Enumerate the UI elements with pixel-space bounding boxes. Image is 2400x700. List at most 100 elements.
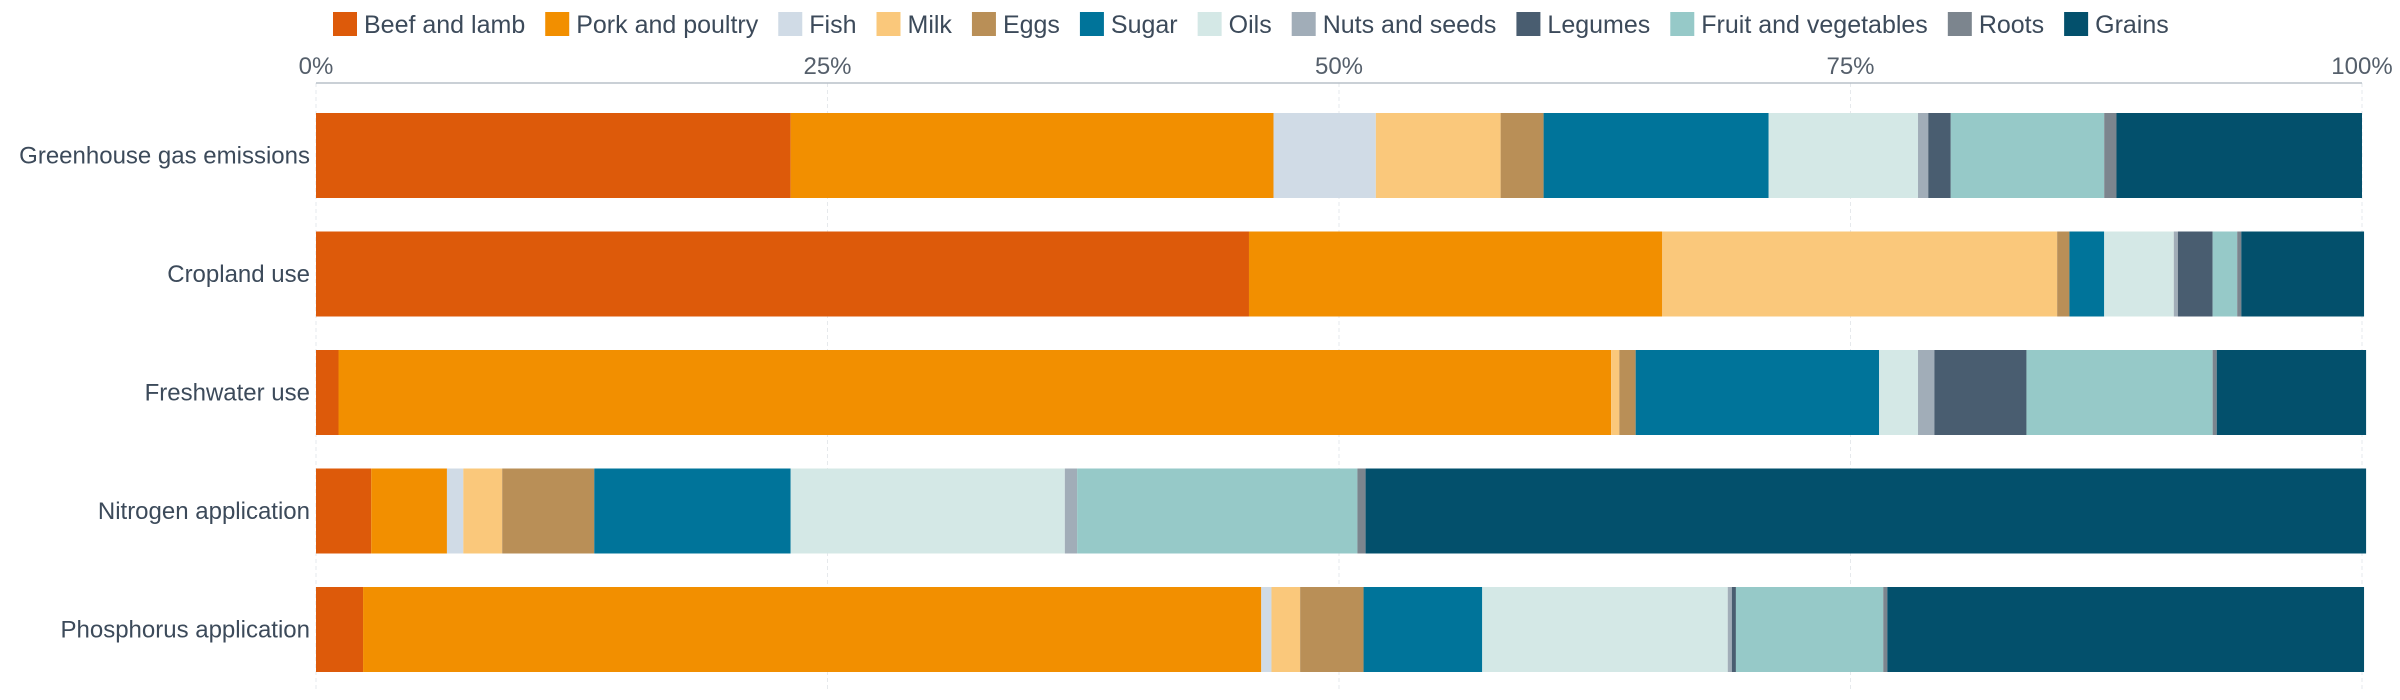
- bar-segment-beef-and-lamb[interactable]: [316, 468, 372, 554]
- legend-label: Sugar: [1111, 11, 1178, 39]
- bar-segment-legumes[interactable]: [1928, 113, 1951, 198]
- bar-row-phosphorus-application: [316, 587, 2365, 672]
- legend-item-oils[interactable]: Oils: [1197, 11, 1272, 39]
- bar-segment-eggs[interactable]: [2057, 231, 2070, 317]
- bar-segment-sugar[interactable]: [1543, 113, 1769, 198]
- bar-row-greenhouse-gas-emissions: [316, 113, 2362, 198]
- legend-label: Grains: [2095, 11, 2169, 39]
- bar-segment-milk[interactable]: [1271, 587, 1301, 672]
- x-axis: 0% 25% 50% 75% 100%: [299, 53, 2393, 84]
- bar-segment-fish[interactable]: [1261, 587, 1272, 672]
- bar-segment-grains[interactable]: [2116, 113, 2362, 198]
- bar-segment-roots[interactable]: [1357, 468, 1366, 554]
- legend-item-roots[interactable]: Roots: [1947, 11, 2044, 39]
- bar-segment-eggs[interactable]: [1300, 587, 1364, 672]
- bar-segment-legumes[interactable]: [2177, 231, 2213, 317]
- bar-segment-sugar[interactable]: [1635, 350, 1880, 435]
- bar-segment-fruit-and-vegetables[interactable]: [1735, 587, 1884, 672]
- bar-segment-fruit-and-vegetables[interactable]: [2212, 231, 2238, 317]
- legend-swatch: [778, 12, 803, 36]
- legend-label: Eggs: [1003, 11, 1060, 39]
- legend-swatch: [1516, 12, 1541, 36]
- bar-row-freshwater-use: [316, 350, 2367, 435]
- bar-segment-legumes[interactable]: [1934, 350, 2027, 435]
- bar-segment-milk[interactable]: [463, 468, 503, 554]
- bar-segment-fruit-and-vegetables[interactable]: [1950, 113, 2105, 198]
- legend-label: Milk: [908, 11, 953, 39]
- bar-segment-grains[interactable]: [1887, 587, 2365, 672]
- bar-segment-roots[interactable]: [1883, 587, 1888, 672]
- legend-swatch: [876, 12, 901, 36]
- bar-segment-pork-and-poultry[interactable]: [1248, 231, 1663, 317]
- legend-swatch: [333, 12, 357, 36]
- bar-segment-nuts-and-seeds[interactable]: [1918, 350, 1935, 435]
- bar-segment-eggs[interactable]: [1500, 113, 1544, 198]
- legend-item-milk[interactable]: Milk: [876, 11, 953, 39]
- bar-segment-sugar[interactable]: [594, 468, 791, 554]
- legend-swatch: [1079, 12, 1104, 36]
- bar-segment-roots[interactable]: [2104, 113, 2117, 198]
- bar-segment-nuts-and-seeds[interactable]: [1727, 587, 1732, 672]
- legend-swatch: [1670, 12, 1695, 36]
- bar-segment-pork-and-poultry[interactable]: [790, 113, 1274, 198]
- legend-swatch: [1197, 12, 1222, 36]
- bar-segment-milk[interactable]: [1662, 231, 2058, 317]
- bar-segment-beef-and-lamb[interactable]: [316, 113, 791, 198]
- bar-segment-nuts-and-seeds[interactable]: [1918, 113, 1929, 198]
- legend-label: Roots: [1979, 11, 2044, 39]
- bar-segment-eggs[interactable]: [502, 468, 595, 554]
- bar-segment-oils[interactable]: [2104, 231, 2174, 317]
- bar-segment-oils[interactable]: [1768, 113, 1919, 198]
- y-category-label: Greenhouse gas emissions: [19, 143, 310, 170]
- bar-segment-beef-and-lamb[interactable]: [316, 587, 364, 672]
- legend-label: Fruit and vegetables: [1701, 11, 1928, 39]
- legend-item-sugar[interactable]: Sugar: [1079, 11, 1178, 39]
- bar-segment-milk[interactable]: [1375, 113, 1501, 198]
- legend-item-legumes[interactable]: Legumes: [1516, 11, 1650, 39]
- bar-segment-grains[interactable]: [1365, 468, 2367, 554]
- legend-item-nuts-and-seeds[interactable]: Nuts and seeds: [1291, 11, 1497, 39]
- y-category-label: Cropland use: [167, 261, 310, 288]
- bar-segment-oils[interactable]: [1879, 350, 1919, 435]
- bar-segment-fish[interactable]: [1273, 113, 1376, 198]
- bar-segment-oils[interactable]: [790, 468, 1065, 554]
- bar-segment-pork-and-poultry[interactable]: [371, 468, 447, 554]
- legend-label: Oils: [1229, 11, 1272, 39]
- bar-segment-grains[interactable]: [2216, 350, 2367, 435]
- legend-item-eggs[interactable]: Eggs: [971, 11, 1060, 39]
- legend-item-pork-and-poultry[interactable]: Pork and poultry: [545, 11, 759, 39]
- legend-item-fish[interactable]: Fish: [778, 11, 857, 39]
- bar-segment-sugar[interactable]: [2069, 231, 2105, 317]
- bar-segment-sugar[interactable]: [1363, 587, 1483, 672]
- bar-segment-nuts-and-seeds[interactable]: [1064, 468, 1078, 554]
- bar-segment-fruit-and-vegetables[interactable]: [1077, 468, 1358, 554]
- bar-segment-fish[interactable]: [446, 468, 464, 554]
- bar-segment-nuts-and-seeds[interactable]: [2173, 231, 2178, 317]
- legend-swatch: [545, 12, 570, 36]
- legend-item-grains[interactable]: Grains: [2064, 11, 2169, 39]
- bars: [316, 113, 2367, 672]
- legend-swatch: [1947, 12, 1972, 36]
- y-category-label: Phosphorus application: [60, 617, 310, 644]
- legend-swatch: [971, 12, 996, 36]
- x-tick-label: 0%: [299, 53, 334, 80]
- bar-segment-roots[interactable]: [2237, 231, 2242, 317]
- bar-segment-beef-and-lamb[interactable]: [316, 231, 1249, 317]
- bar-segment-legumes[interactable]: [1731, 587, 1736, 672]
- bar-segment-oils[interactable]: [1482, 587, 1728, 672]
- bar-segment-pork-and-poultry[interactable]: [363, 587, 1262, 672]
- legend-label: Pork and poultry: [576, 11, 759, 39]
- legend-item-fruit-and-vegetables[interactable]: Fruit and vegetables: [1670, 11, 1928, 39]
- bar-row-cropland-use: [316, 231, 2365, 317]
- bar-segment-eggs[interactable]: [1619, 350, 1636, 435]
- legend-item-beef-and-lamb[interactable]: Beef and lamb: [333, 11, 525, 39]
- bar-segment-beef-and-lamb[interactable]: [316, 350, 339, 435]
- bar-segment-grains[interactable]: [2241, 231, 2365, 317]
- bar-segment-roots[interactable]: [2212, 350, 2217, 435]
- bar-segment-milk[interactable]: [1611, 350, 1620, 435]
- bar-segment-fruit-and-vegetables[interactable]: [2026, 350, 2213, 435]
- bar-segment-pork-and-poultry[interactable]: [338, 350, 1612, 435]
- legend-swatch: [2064, 12, 2089, 36]
- y-axis: Greenhouse gas emissions Cropland use Fres…: [19, 143, 310, 644]
